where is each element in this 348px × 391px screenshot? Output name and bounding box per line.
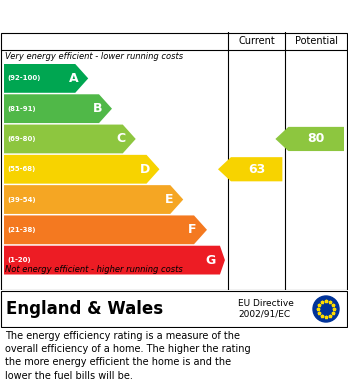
- Text: Not energy efficient - higher running costs: Not energy efficient - higher running co…: [5, 264, 183, 273]
- Polygon shape: [4, 246, 225, 274]
- Text: (21-38): (21-38): [7, 227, 35, 233]
- Text: (69-80): (69-80): [7, 136, 35, 142]
- Text: A: A: [69, 72, 79, 85]
- Text: (92-100): (92-100): [7, 75, 40, 81]
- Polygon shape: [4, 94, 112, 123]
- Text: EU Directive
2002/91/EC: EU Directive 2002/91/EC: [238, 299, 294, 319]
- Text: Energy Efficiency Rating: Energy Efficiency Rating: [10, 9, 232, 23]
- Text: B: B: [93, 102, 102, 115]
- Text: Current: Current: [238, 36, 275, 46]
- Text: (81-91): (81-91): [7, 106, 35, 112]
- Text: F: F: [188, 223, 197, 236]
- Text: England & Wales: England & Wales: [6, 300, 163, 318]
- Polygon shape: [218, 157, 282, 181]
- Polygon shape: [4, 125, 136, 153]
- Text: C: C: [117, 133, 126, 145]
- Text: The energy efficiency rating is a measure of the
overall efficiency of a home. T: The energy efficiency rating is a measur…: [5, 331, 251, 380]
- Text: (39-54): (39-54): [7, 197, 35, 203]
- Polygon shape: [275, 127, 344, 151]
- Text: (1-20): (1-20): [7, 257, 31, 263]
- Polygon shape: [4, 155, 159, 184]
- Polygon shape: [4, 185, 183, 214]
- Text: E: E: [165, 193, 173, 206]
- Text: Potential: Potential: [295, 36, 338, 46]
- Text: 63: 63: [248, 163, 265, 176]
- Text: Very energy efficient - lower running costs: Very energy efficient - lower running co…: [5, 52, 183, 61]
- Polygon shape: [4, 64, 88, 93]
- Text: (55-68): (55-68): [7, 166, 35, 172]
- Polygon shape: [4, 215, 207, 244]
- Text: D: D: [140, 163, 150, 176]
- Text: 80: 80: [308, 133, 325, 145]
- Circle shape: [313, 296, 339, 322]
- Text: G: G: [205, 254, 216, 267]
